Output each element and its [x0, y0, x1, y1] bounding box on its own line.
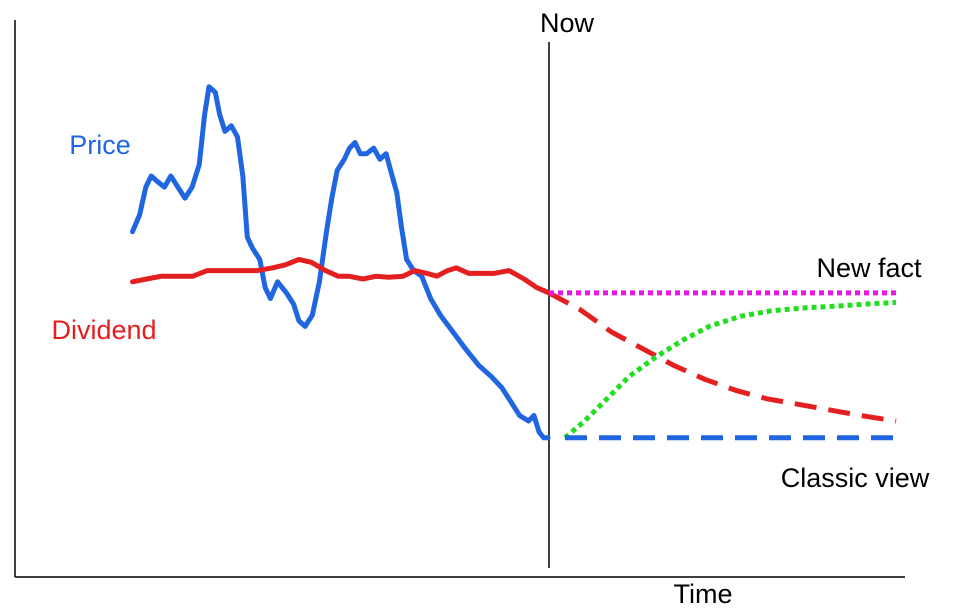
new-fact-label: New fact: [816, 253, 922, 283]
labels-layer: Now Time Price Dividend New fact Classic…: [51, 8, 929, 609]
price-line: [130, 84, 551, 441]
axes: [14, 20, 905, 578]
new-fact-price-path-line: [563, 299, 897, 440]
dividend-label: Dividend: [51, 315, 156, 345]
price-label: Price: [69, 130, 131, 160]
series-layer: [130, 84, 897, 441]
x-axis-label: Time: [674, 579, 733, 609]
dividend-projection-line: [547, 290, 897, 424]
dividend-line: [130, 257, 552, 296]
now-label: Now: [540, 8, 595, 38]
classic-view-label: Classic view: [781, 463, 930, 493]
